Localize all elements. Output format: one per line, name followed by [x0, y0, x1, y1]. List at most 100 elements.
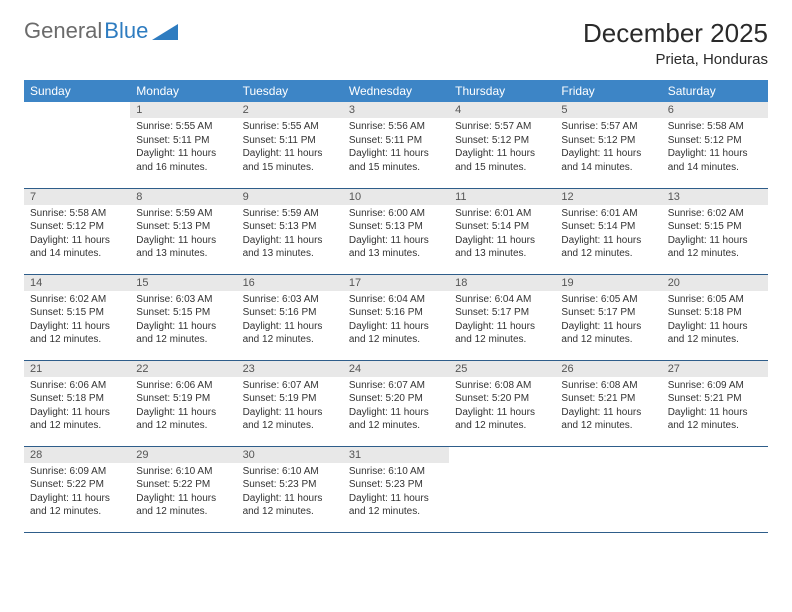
day-number: 15 — [130, 275, 236, 291]
logo-text-1: General — [24, 18, 102, 44]
daylight-text: Daylight: 11 hours and 12 minutes. — [349, 320, 443, 347]
day-number: 31 — [343, 447, 449, 463]
day-text: Sunrise: 5:59 AMSunset: 5:13 PMDaylight:… — [237, 205, 343, 265]
day-number: 30 — [237, 447, 343, 463]
calendar-cell: 29Sunrise: 6:10 AMSunset: 5:22 PMDayligh… — [130, 446, 236, 532]
day-number: 23 — [237, 361, 343, 377]
day-text: Sunrise: 6:01 AMSunset: 5:14 PMDaylight:… — [449, 205, 555, 265]
day-number: 7 — [24, 189, 130, 205]
calendar-cell — [449, 446, 555, 532]
sunset-text: Sunset: 5:17 PM — [561, 306, 655, 320]
sunset-text: Sunset: 5:17 PM — [455, 306, 549, 320]
sunrise-text: Sunrise: 5:57 AM — [455, 120, 549, 134]
calendar-cell: 19Sunrise: 6:05 AMSunset: 5:17 PMDayligh… — [555, 274, 661, 360]
day-header: Wednesday — [343, 80, 449, 102]
sunrise-text: Sunrise: 6:03 AM — [243, 293, 337, 307]
day-text: Sunrise: 6:00 AMSunset: 5:13 PMDaylight:… — [343, 205, 449, 265]
day-number: 25 — [449, 361, 555, 377]
daylight-text: Daylight: 11 hours and 12 minutes. — [136, 320, 230, 347]
day-number: 26 — [555, 361, 661, 377]
day-header: Saturday — [662, 80, 768, 102]
calendar-row: 21Sunrise: 6:06 AMSunset: 5:18 PMDayligh… — [24, 360, 768, 446]
calendar-cell: 10Sunrise: 6:00 AMSunset: 5:13 PMDayligh… — [343, 188, 449, 274]
sunset-text: Sunset: 5:23 PM — [243, 478, 337, 492]
day-number: 28 — [24, 447, 130, 463]
sunset-text: Sunset: 5:12 PM — [668, 134, 762, 148]
daylight-text: Daylight: 11 hours and 13 minutes. — [243, 234, 337, 261]
calendar-cell: 26Sunrise: 6:08 AMSunset: 5:21 PMDayligh… — [555, 360, 661, 446]
daylight-text: Daylight: 11 hours and 12 minutes. — [668, 234, 762, 261]
day-text: Sunrise: 6:10 AMSunset: 5:23 PMDaylight:… — [343, 463, 449, 523]
calendar-cell: 5Sunrise: 5:57 AMSunset: 5:12 PMDaylight… — [555, 102, 661, 188]
day-number: 5 — [555, 102, 661, 118]
sunset-text: Sunset: 5:12 PM — [561, 134, 655, 148]
day-header: Tuesday — [237, 80, 343, 102]
calendar-cell — [662, 446, 768, 532]
day-header: Friday — [555, 80, 661, 102]
calendar-cell: 16Sunrise: 6:03 AMSunset: 5:16 PMDayligh… — [237, 274, 343, 360]
sunset-text: Sunset: 5:19 PM — [243, 392, 337, 406]
day-text: Sunrise: 6:09 AMSunset: 5:22 PMDaylight:… — [24, 463, 130, 523]
daylight-text: Daylight: 11 hours and 12 minutes. — [561, 234, 655, 261]
sunrise-text: Sunrise: 5:59 AM — [243, 207, 337, 221]
day-number: 13 — [662, 189, 768, 205]
sunrise-text: Sunrise: 6:04 AM — [349, 293, 443, 307]
sunset-text: Sunset: 5:23 PM — [349, 478, 443, 492]
sunrise-text: Sunrise: 5:55 AM — [136, 120, 230, 134]
daylight-text: Daylight: 11 hours and 12 minutes. — [136, 406, 230, 433]
logo-triangle-icon — [152, 22, 178, 40]
day-text: Sunrise: 5:56 AMSunset: 5:11 PMDaylight:… — [343, 118, 449, 178]
daylight-text: Daylight: 11 hours and 14 minutes. — [30, 234, 124, 261]
sunrise-text: Sunrise: 5:59 AM — [136, 207, 230, 221]
sunrise-text: Sunrise: 5:55 AM — [243, 120, 337, 134]
calendar-cell: 6Sunrise: 5:58 AMSunset: 5:12 PMDaylight… — [662, 102, 768, 188]
day-text: Sunrise: 6:10 AMSunset: 5:23 PMDaylight:… — [237, 463, 343, 523]
calendar-cell: 9Sunrise: 5:59 AMSunset: 5:13 PMDaylight… — [237, 188, 343, 274]
calendar-row: 28Sunrise: 6:09 AMSunset: 5:22 PMDayligh… — [24, 446, 768, 532]
day-number: 16 — [237, 275, 343, 291]
calendar-cell: 12Sunrise: 6:01 AMSunset: 5:14 PMDayligh… — [555, 188, 661, 274]
day-header: Thursday — [449, 80, 555, 102]
daylight-text: Daylight: 11 hours and 14 minutes. — [668, 147, 762, 174]
day-number: 17 — [343, 275, 449, 291]
day-text: Sunrise: 6:07 AMSunset: 5:19 PMDaylight:… — [237, 377, 343, 437]
calendar-cell: 30Sunrise: 6:10 AMSunset: 5:23 PMDayligh… — [237, 446, 343, 532]
daylight-text: Daylight: 11 hours and 12 minutes. — [243, 492, 337, 519]
day-text: Sunrise: 6:06 AMSunset: 5:18 PMDaylight:… — [24, 377, 130, 437]
daylight-text: Daylight: 11 hours and 13 minutes. — [455, 234, 549, 261]
logo: GeneralBlue — [24, 18, 178, 44]
sunset-text: Sunset: 5:18 PM — [668, 306, 762, 320]
day-number: 29 — [130, 447, 236, 463]
day-text: Sunrise: 5:55 AMSunset: 5:11 PMDaylight:… — [130, 118, 236, 178]
sunrise-text: Sunrise: 6:00 AM — [349, 207, 443, 221]
calendar-cell: 20Sunrise: 6:05 AMSunset: 5:18 PMDayligh… — [662, 274, 768, 360]
day-number: 8 — [130, 189, 236, 205]
day-text: Sunrise: 6:09 AMSunset: 5:21 PMDaylight:… — [662, 377, 768, 437]
sunset-text: Sunset: 5:16 PM — [243, 306, 337, 320]
calendar-cell: 24Sunrise: 6:07 AMSunset: 5:20 PMDayligh… — [343, 360, 449, 446]
sunrise-text: Sunrise: 6:06 AM — [30, 379, 124, 393]
calendar-cell: 21Sunrise: 6:06 AMSunset: 5:18 PMDayligh… — [24, 360, 130, 446]
day-text: Sunrise: 5:58 AMSunset: 5:12 PMDaylight:… — [24, 205, 130, 265]
day-number: 14 — [24, 275, 130, 291]
sunset-text: Sunset: 5:21 PM — [668, 392, 762, 406]
daylight-text: Daylight: 11 hours and 12 minutes. — [30, 406, 124, 433]
day-text: Sunrise: 5:57 AMSunset: 5:12 PMDaylight:… — [449, 118, 555, 178]
sunrise-text: Sunrise: 6:01 AM — [455, 207, 549, 221]
sunrise-text: Sunrise: 6:10 AM — [349, 465, 443, 479]
calendar-cell: 25Sunrise: 6:08 AMSunset: 5:20 PMDayligh… — [449, 360, 555, 446]
calendar-table: Sunday Monday Tuesday Wednesday Thursday… — [24, 80, 768, 533]
day-header-row: Sunday Monday Tuesday Wednesday Thursday… — [24, 80, 768, 102]
sunrise-text: Sunrise: 6:07 AM — [243, 379, 337, 393]
day-text: Sunrise: 6:02 AMSunset: 5:15 PMDaylight:… — [662, 205, 768, 265]
day-number: 22 — [130, 361, 236, 377]
sunset-text: Sunset: 5:22 PM — [136, 478, 230, 492]
calendar-cell: 31Sunrise: 6:10 AMSunset: 5:23 PMDayligh… — [343, 446, 449, 532]
day-text: Sunrise: 6:04 AMSunset: 5:16 PMDaylight:… — [343, 291, 449, 351]
daylight-text: Daylight: 11 hours and 12 minutes. — [243, 406, 337, 433]
calendar-cell: 2Sunrise: 5:55 AMSunset: 5:11 PMDaylight… — [237, 102, 343, 188]
sunset-text: Sunset: 5:20 PM — [349, 392, 443, 406]
day-number: 2 — [237, 102, 343, 118]
day-number: 3 — [343, 102, 449, 118]
sunset-text: Sunset: 5:12 PM — [455, 134, 549, 148]
